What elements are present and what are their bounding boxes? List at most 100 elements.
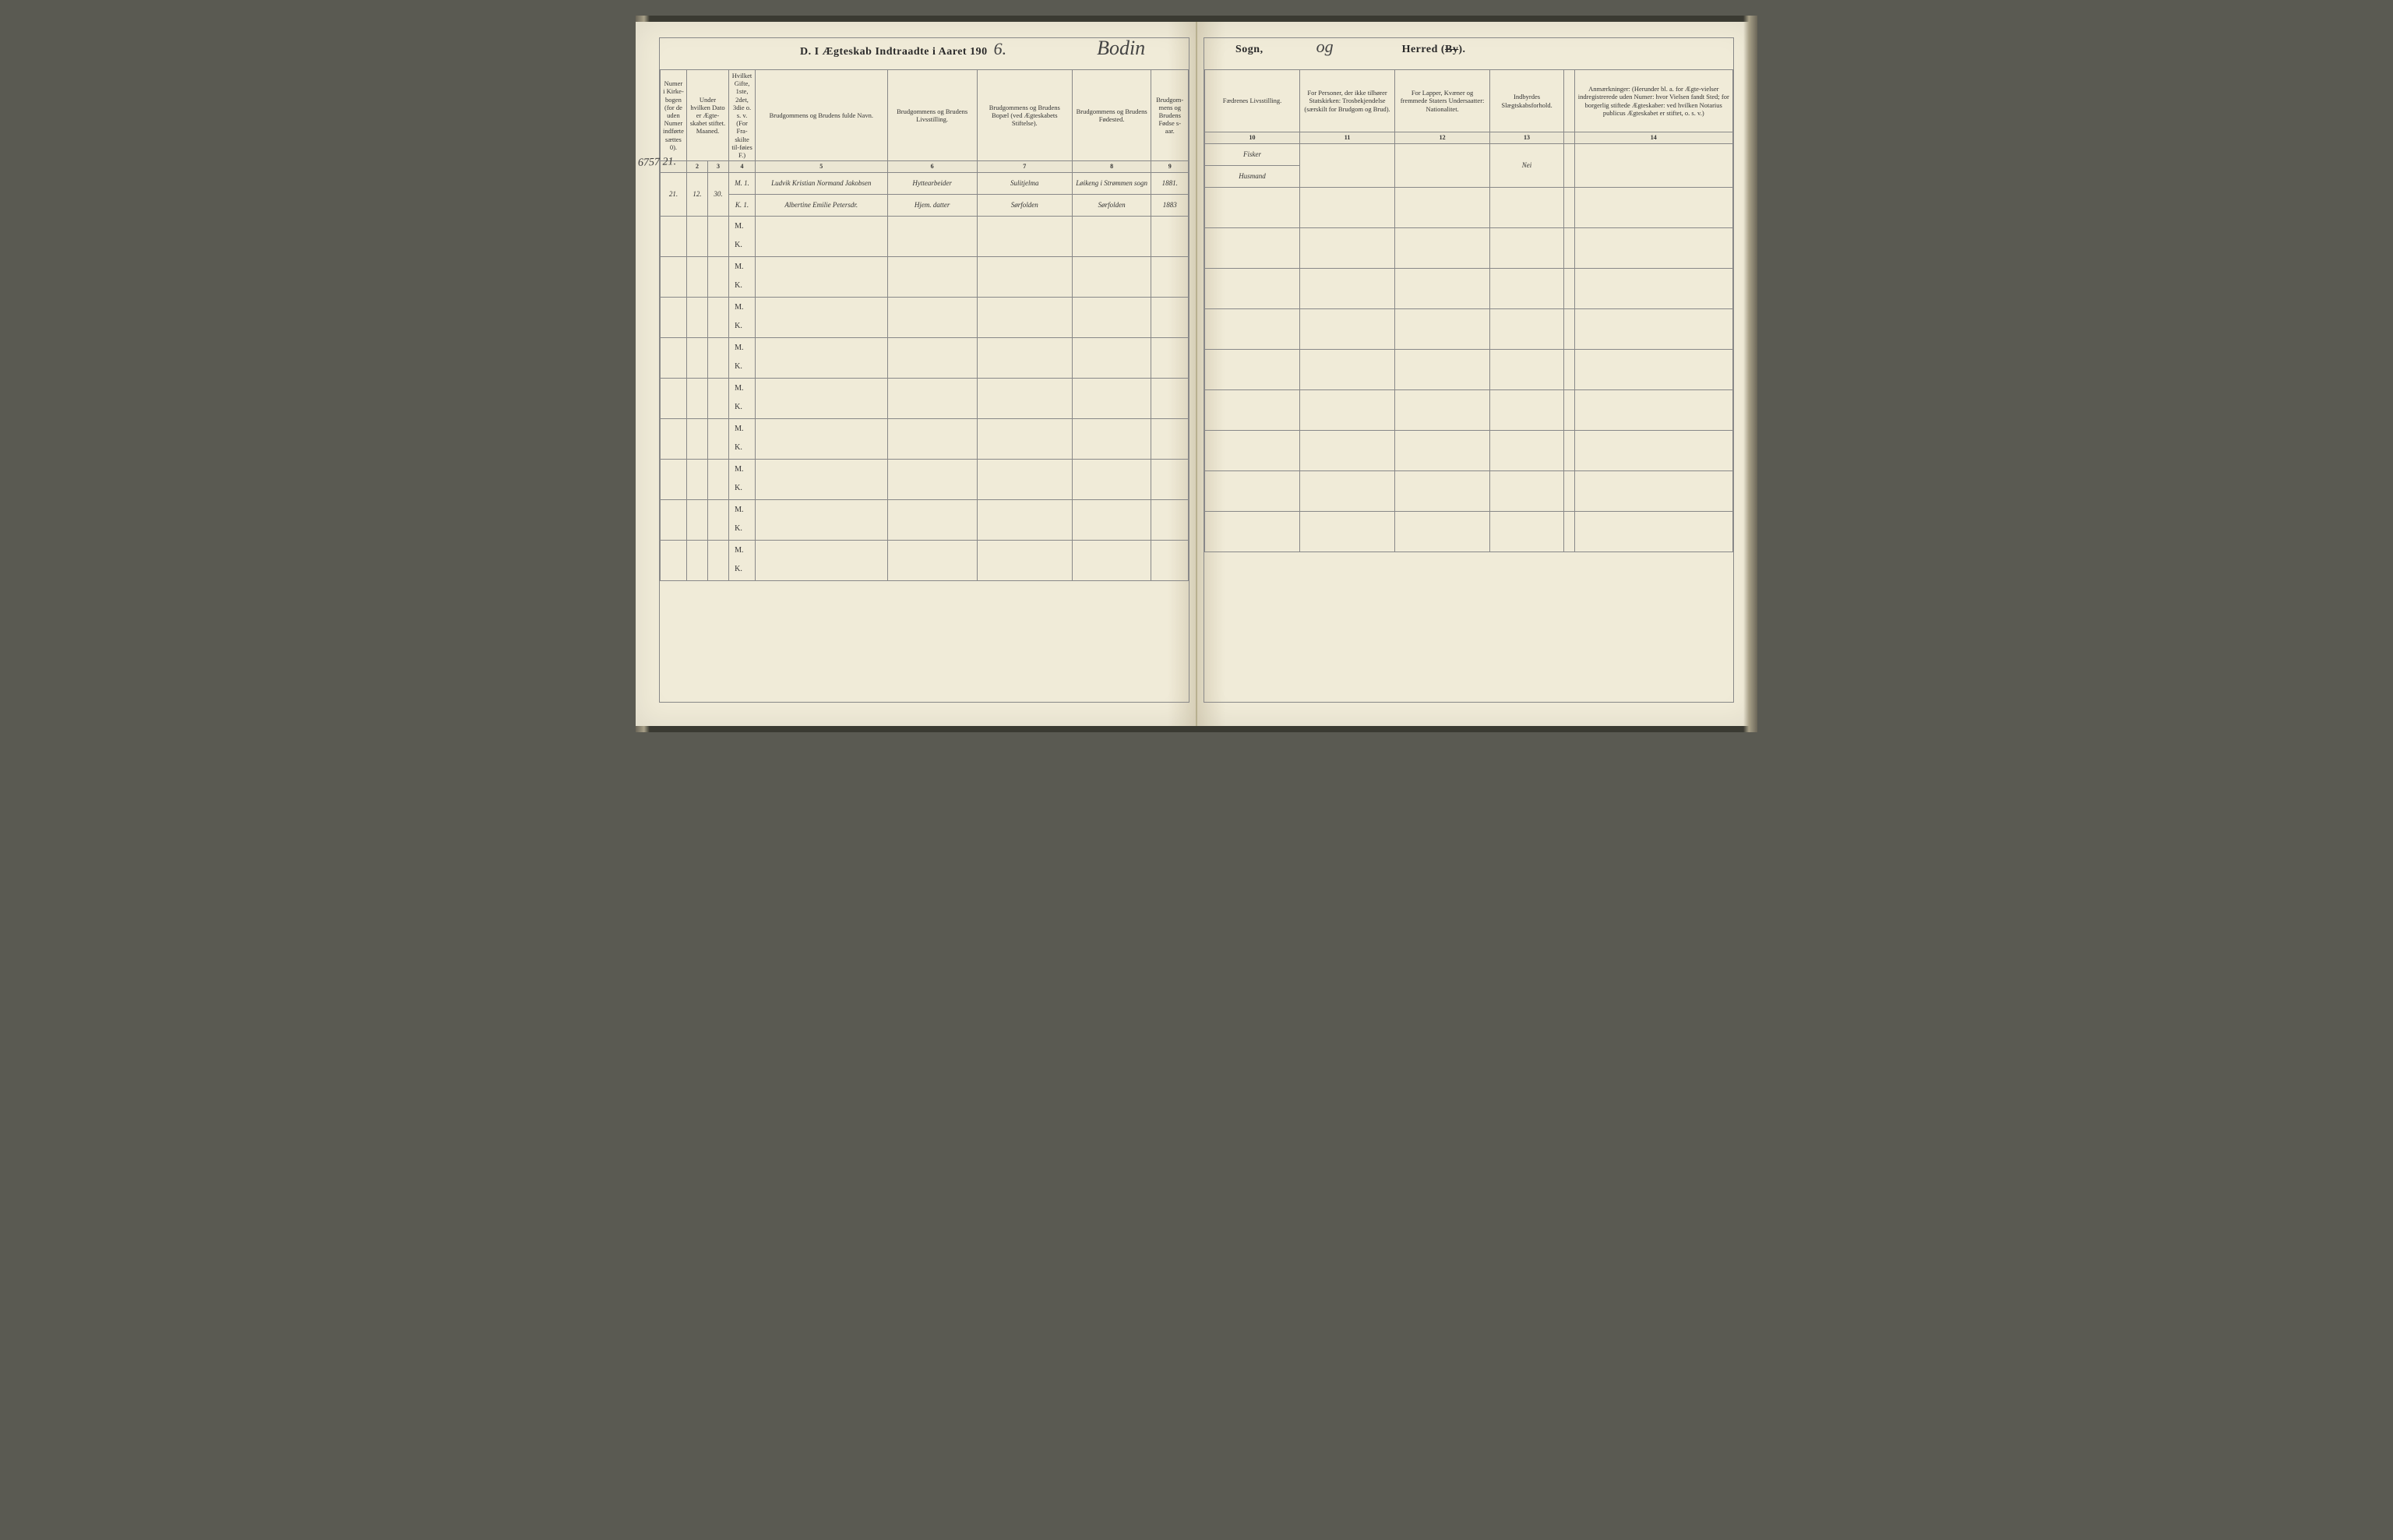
cell-livs-m: Hyttearbeider <box>887 172 977 194</box>
blank <box>708 378 729 418</box>
cell-faedre-k: Husmand <box>1205 165 1300 187</box>
hdr-anm: Anmærkninger: (Herunder bl. a. for Ægte-… <box>1574 70 1732 132</box>
hdr-slaegt: Indbyrdes Slægtskabsforhold. <box>1490 70 1564 132</box>
blank <box>756 499 888 540</box>
blank <box>1564 349 1575 389</box>
blank <box>1151 418 1189 459</box>
blank <box>1151 459 1189 499</box>
title-sogn-hand: Bodin <box>1091 37 1151 60</box>
margin-note: 6757 21. <box>638 156 677 170</box>
blank <box>887 418 977 459</box>
blank <box>686 459 707 499</box>
blank-mk: M.K. <box>729 459 756 499</box>
cell-sp <box>1564 143 1575 187</box>
page-right: Sogn, og Herred (By). Fædrenes Livsstill… <box>1197 22 1757 726</box>
blank <box>1564 470 1575 511</box>
blank <box>1490 187 1564 227</box>
blank <box>708 216 729 256</box>
hdr-dato: Under hvilken Dato er Ægte-skabet stifte… <box>686 70 728 161</box>
hdr-livsstilling: Brudgommens og Brudens Livsstilling. <box>887 70 977 161</box>
blank <box>1564 308 1575 349</box>
ledger-table-right: Fædrenes Livsstilling. For Personer, der… <box>1204 69 1733 552</box>
blank <box>686 256 707 297</box>
blank <box>1205 470 1300 511</box>
blank <box>1490 430 1564 470</box>
blank <box>1072 378 1151 418</box>
cn-5: 6 <box>887 161 977 173</box>
blank <box>1564 227 1575 268</box>
cell-slaegt: Nei <box>1490 143 1564 187</box>
hdr-numer: Numer i Kirke-bogen (for de uden Numer i… <box>661 70 687 161</box>
blank <box>1564 187 1575 227</box>
blank <box>1490 389 1564 430</box>
title-prefix: D. I Ægteskab Indtraadte i Aaret 190 <box>800 46 988 58</box>
hdr-aar: Brudgom-mens og Brudens Fødse s-aar. <box>1151 70 1189 161</box>
blank <box>1300 187 1395 227</box>
blank <box>756 418 888 459</box>
blank <box>1300 268 1395 308</box>
cell-fodested-k: Sørfolden <box>1072 194 1151 216</box>
blank <box>1300 470 1395 511</box>
blank-mk: M.K. <box>729 216 756 256</box>
cn-3: 4 <box>729 161 756 173</box>
blank <box>1205 430 1300 470</box>
blank <box>1574 349 1732 389</box>
left-colnum-row: 2 3 4 5 6 7 8 9 <box>661 161 1189 173</box>
blank <box>686 216 707 256</box>
blank <box>1564 389 1575 430</box>
blank <box>756 337 888 378</box>
hdr-fodested: Brudgommens og Brudens Fødested. <box>1072 70 1151 161</box>
blank <box>686 418 707 459</box>
cn-2: 3 <box>708 161 729 173</box>
blank <box>1300 349 1395 389</box>
title-year-hand: 6. <box>988 39 1013 59</box>
blank <box>1395 389 1490 430</box>
hdr-bopael: Brudgommens og Brudens Bopæl (ved Ægtesk… <box>977 70 1072 161</box>
blank-mk: M.K. <box>729 418 756 459</box>
blank <box>686 540 707 580</box>
cell-navn-k: Albertine Emilie Petersdr. <box>756 194 888 216</box>
blank <box>1072 499 1151 540</box>
cn-8: 9 <box>1151 161 1189 173</box>
cell-aar-m: 1881. <box>1151 172 1189 194</box>
rcn-1: 11 <box>1300 132 1395 144</box>
blank <box>756 540 888 580</box>
blank <box>1072 459 1151 499</box>
blank <box>1072 297 1151 337</box>
cell-fodested-m: Løikeng i Strømmen sogn <box>1072 172 1151 194</box>
blank <box>1300 430 1395 470</box>
cell-dag: 30. <box>708 172 729 216</box>
blank <box>756 216 888 256</box>
cell-gifte-k: K. 1. <box>729 194 756 216</box>
title-by-strike: By <box>1445 44 1458 56</box>
blank <box>887 256 977 297</box>
blank <box>1395 308 1490 349</box>
blank <box>1205 511 1300 552</box>
cn-1: 2 <box>686 161 707 173</box>
blank <box>1072 418 1151 459</box>
cell-bopael-k: Sørfolden <box>977 194 1072 216</box>
left-tbody: 21. 12. 30. M. 1. Ludvik Kristian Norman… <box>661 172 1189 580</box>
blank <box>708 540 729 580</box>
blank <box>887 540 977 580</box>
cell-bopael-m: Sulitjelma <box>977 172 1072 194</box>
blank <box>1395 268 1490 308</box>
blank <box>1151 540 1189 580</box>
blank <box>1564 430 1575 470</box>
blank <box>1205 187 1300 227</box>
blank <box>1395 511 1490 552</box>
blank-mk: M.K. <box>729 337 756 378</box>
blank <box>686 297 707 337</box>
blank-mk: M.K. <box>729 540 756 580</box>
blank <box>1564 511 1575 552</box>
blank-mk: M.K. <box>729 256 756 297</box>
right-tbody: Fisker Nei Husmand <box>1205 143 1733 552</box>
blank <box>661 337 687 378</box>
rcn-5: 14 <box>1574 132 1732 144</box>
blank-mk: M.K. <box>729 378 756 418</box>
blank <box>1574 389 1732 430</box>
page-left: 6757 21. D. I Ægteskab Indtraadte i Aare… <box>636 22 1197 726</box>
title-row-right: Sogn, og Herred (By). <box>1204 37 1733 68</box>
blank <box>977 256 1072 297</box>
blank <box>1151 256 1189 297</box>
